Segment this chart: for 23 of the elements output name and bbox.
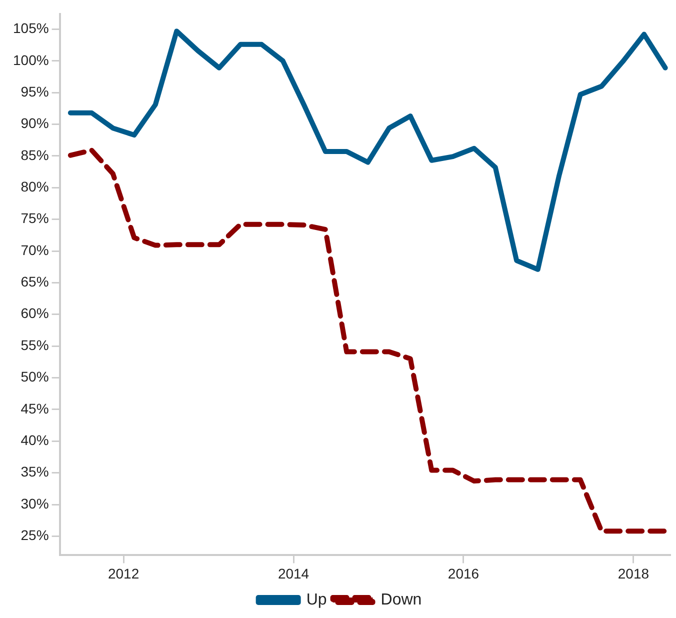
y-tick-label: 30% [20, 495, 49, 512]
y-tick-label: 55% [20, 336, 49, 353]
legend-label: Down [380, 591, 422, 608]
y-tick-label: 75% [20, 210, 49, 226]
y-tick-label: 80% [20, 178, 49, 194]
x-tick-label: 2012 [108, 565, 140, 582]
legend-label: Up [306, 591, 327, 608]
y-tick-label: 50% [20, 368, 49, 385]
y-tick-label: 60% [20, 305, 49, 322]
y-tick-label: 85% [20, 146, 49, 163]
y-tick-label: 105% [12, 20, 49, 36]
y-tick-label: 100% [12, 52, 49, 68]
y-tick-label: 45% [20, 400, 49, 416]
x-tick-label: 2016 [448, 565, 480, 582]
y-tick-label: 25% [20, 527, 49, 544]
y-tick-label: 35% [20, 464, 49, 480]
x-tick-label: 2014 [278, 565, 310, 582]
y-tick-label: 95% [20, 83, 49, 100]
y-tick-label: 70% [20, 242, 49, 258]
y-tick-label: 90% [20, 115, 49, 132]
y-tick-label: 40% [20, 432, 49, 448]
x-tick-label: 2018 [618, 565, 650, 582]
y-tick-label: 65% [20, 274, 49, 290]
